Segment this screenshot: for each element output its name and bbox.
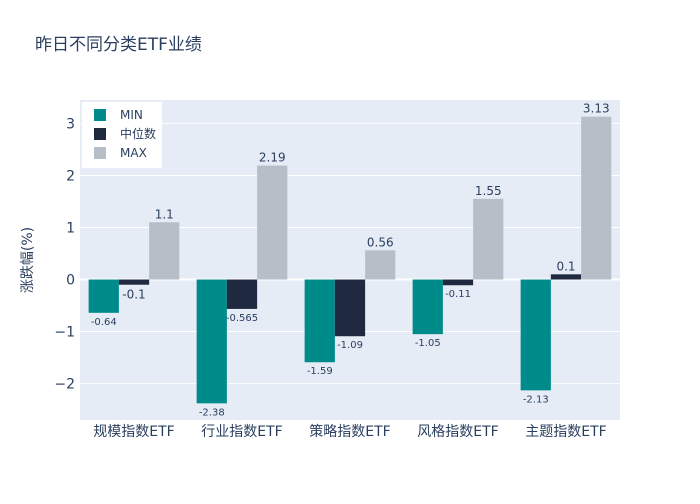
x-tick-label: 行业指数ETF — [201, 424, 282, 440]
bar[interactable] — [118, 279, 150, 285]
data-label: -0.1 — [122, 288, 145, 302]
x-tick-label: 规模指数ETF — [93, 424, 174, 440]
bar[interactable] — [473, 198, 504, 280]
x-tick-label: 主题指数ETF — [525, 424, 606, 440]
data-label: 1.1 — [155, 207, 174, 221]
legend-label[interactable]: MAX — [120, 146, 147, 160]
data-label: -2.13 — [523, 394, 549, 405]
data-label: -1.09 — [337, 340, 363, 351]
y-tick-label: 1 — [66, 220, 75, 236]
bar[interactable] — [442, 279, 474, 286]
data-label: -1.59 — [307, 366, 333, 377]
bar[interactable] — [334, 279, 366, 337]
y-axis-title: 涨跌幅(%) — [20, 227, 36, 293]
y-tick-label: 2 — [66, 168, 75, 184]
bar[interactable] — [412, 279, 443, 335]
legend-label[interactable]: 中位数 — [120, 126, 156, 141]
data-label: -0.64 — [91, 317, 117, 328]
y-tick-label: −2 — [54, 377, 75, 393]
data-label: -1.05 — [415, 338, 441, 349]
legend-label[interactable]: MIN — [120, 108, 143, 122]
bar[interactable] — [257, 165, 288, 280]
data-label: 0.56 — [367, 235, 394, 249]
bar[interactable] — [550, 274, 582, 280]
y-tick-label: 3 — [66, 116, 75, 132]
bar[interactable] — [304, 279, 335, 363]
data-label: -0.565 — [226, 313, 258, 324]
data-label: 0.1 — [556, 259, 575, 273]
data-label: -2.38 — [199, 407, 225, 418]
y-tick-label: 0 — [66, 273, 75, 289]
bar[interactable] — [196, 279, 227, 404]
y-tick-label: −1 — [54, 325, 75, 341]
legend-swatch[interactable] — [94, 109, 106, 121]
legend-swatch[interactable] — [94, 128, 106, 140]
bar[interactable] — [88, 279, 119, 313]
bar[interactable] — [226, 279, 258, 309]
data-label: 2.19 — [259, 151, 286, 165]
data-label: -0.11 — [445, 289, 471, 300]
bar[interactable] — [581, 116, 612, 280]
x-tick-label: 策略指数ETF — [309, 423, 390, 440]
axis-layer: −2 −1 0 1 2 3 规模指数ETF 行业指数ETF 策略指数ETF 风格指数ETF 主题指数… — [54, 116, 606, 440]
bar-layer: -0.64 -0.1 1.1 -2.38 -0.565 2.19 -1.59 -1.09 0.5… — [88, 102, 612, 418]
data-label: 3.13 — [583, 102, 610, 116]
bar[interactable] — [149, 222, 180, 280]
data-label: 1.55 — [475, 184, 502, 198]
bar[interactable] — [365, 250, 396, 280]
bar[interactable] — [520, 279, 551, 391]
legend[interactable]: MIN 中位数 MAX — [82, 102, 162, 168]
x-tick-label: 风格指数ETF — [417, 424, 498, 440]
chart-title: 昨日不同分类ETF业绩 — [35, 35, 202, 55]
legend-swatch[interactable] — [94, 147, 106, 159]
